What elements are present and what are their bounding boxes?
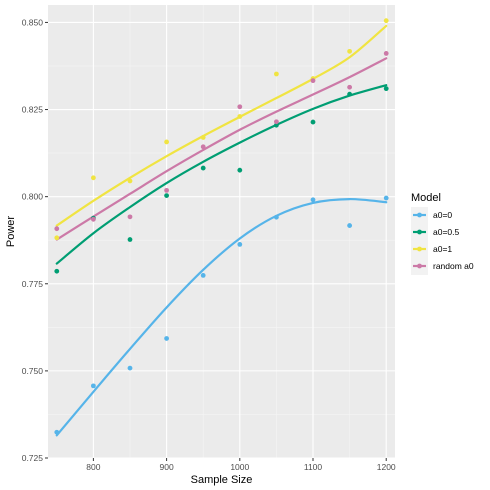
y-tick-label: 0.800 <box>22 192 44 202</box>
data-point-series-0 <box>274 214 279 220</box>
data-point-series-1 <box>54 268 60 274</box>
x-axis-title: Sample Size <box>191 474 253 486</box>
data-point-series-0 <box>90 383 96 389</box>
fit-line-series-3 <box>55 57 388 241</box>
data-point-series-3 <box>54 226 60 232</box>
data-point-series-1 <box>164 193 169 199</box>
data-point-series-0 <box>237 241 243 247</box>
data-point-series-1 <box>310 119 316 125</box>
y-tick-label: 0.725 <box>22 453 44 463</box>
data-point-series-2 <box>127 178 133 184</box>
data-point-series-3 <box>200 144 206 150</box>
legend-key-point <box>417 229 422 235</box>
fit-line-series-0 <box>55 197 388 437</box>
data-point-series-3 <box>237 104 243 110</box>
data-point-series-2 <box>274 71 279 77</box>
legend-label: a0=0.5 <box>433 227 460 237</box>
data-point-series-1 <box>200 165 206 171</box>
data-point-series-2 <box>347 48 353 54</box>
legend: Model a0=0 a0=0.5 a0=1 random a0 <box>411 192 474 275</box>
data-point-series-1 <box>127 237 133 242</box>
y-tick-label: 0.775 <box>22 279 44 289</box>
fit-line-series-1 <box>55 84 388 265</box>
data-point-series-2 <box>164 139 169 145</box>
data-point-series-2 <box>90 175 96 181</box>
fit-line-series-2 <box>55 24 388 227</box>
legend-label: a0=0 <box>433 210 452 220</box>
data-point-series-0 <box>200 273 206 278</box>
legend-title: Model <box>411 192 441 204</box>
data-point-series-0 <box>54 429 60 435</box>
data-point-series-0 <box>383 195 389 201</box>
legend-key-point <box>417 263 422 269</box>
data-point-series-2 <box>383 18 389 24</box>
data-point-series-1 <box>383 86 389 92</box>
data-point-series-3 <box>127 214 133 220</box>
legend-key-point <box>417 246 422 252</box>
data-point-series-0 <box>310 197 316 203</box>
data-point-series-1 <box>274 122 279 128</box>
x-tick-label: 900 <box>160 462 174 472</box>
data-points <box>54 18 389 435</box>
data-point-series-0 <box>164 336 169 341</box>
data-point-series-3 <box>310 78 316 84</box>
plot-panel <box>48 5 395 458</box>
data-point-series-0 <box>347 223 353 228</box>
data-point-series-2 <box>237 114 243 119</box>
fit-lines <box>55 24 388 437</box>
grid-lines <box>48 5 395 459</box>
y-tick-label: 0.825 <box>22 105 44 115</box>
y-tick-label: 0.850 <box>22 17 44 27</box>
data-point-series-1 <box>347 91 353 97</box>
legend-key-point <box>417 212 422 218</box>
y-axis-title: Power <box>5 216 17 248</box>
data-point-series-1 <box>237 167 243 173</box>
x-tick-label: 1000 <box>230 462 249 472</box>
y-tick-label: 0.750 <box>22 366 44 376</box>
x-tick-label: 1100 <box>304 462 323 472</box>
data-point-series-3 <box>347 84 353 90</box>
x-tick-label: 1200 <box>377 462 396 472</box>
data-point-series-3 <box>274 119 279 125</box>
axes: 800 900 1000 1100 1200 0.725 0.750 0.775 0.800 0.… <box>22 17 396 472</box>
data-point-series-0 <box>127 365 133 371</box>
data-point-series-3 <box>383 51 389 56</box>
legend-label: a0=1 <box>433 244 452 254</box>
data-point-series-2 <box>54 235 60 241</box>
data-point-series-3 <box>90 216 96 222</box>
data-point-series-3 <box>164 187 169 193</box>
x-tick-label: 800 <box>86 462 100 472</box>
data-point-series-2 <box>200 135 206 140</box>
legend-label: random a0 <box>433 261 474 271</box>
